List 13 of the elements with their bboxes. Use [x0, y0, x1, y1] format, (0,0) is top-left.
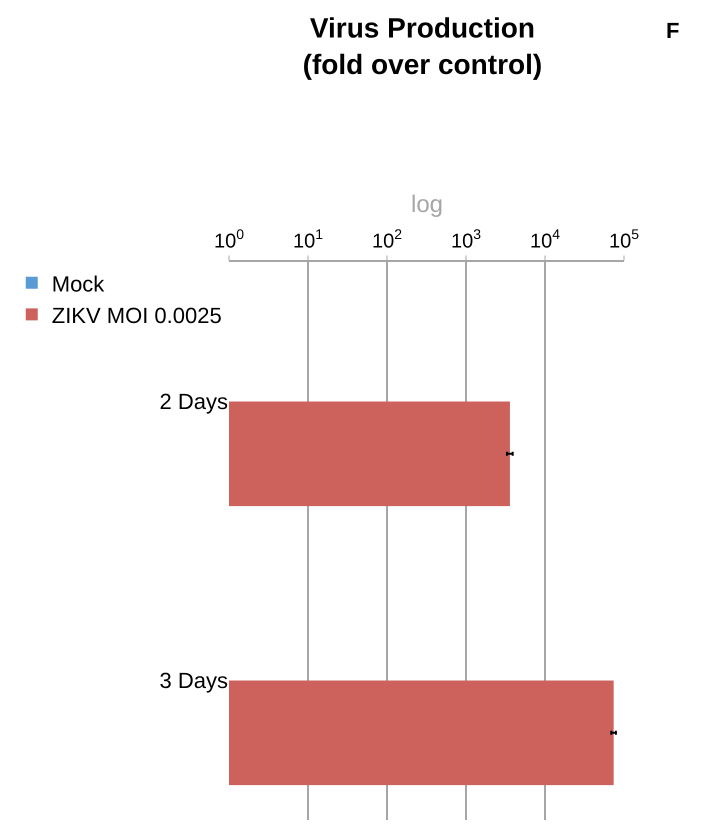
x-tick-label: 10$^{4}$: [530, 226, 560, 252]
text: F: [666, 18, 680, 43]
x-tick-label: 10$^{3}$: [450, 226, 482, 252]
y-tick-label: 2 Days: [160, 389, 228, 414]
legend-label: ZIKV MOI 0.0025: [52, 302, 222, 328]
x-tick-label: 10$^{1}$: [292, 226, 324, 252]
x-tick-label: 10$^{2}$: [372, 226, 402, 252]
x-tick-label: 10$^{5}$: [608, 226, 640, 252]
y-tick-label: 3 Days: [160, 668, 228, 694]
chart-title: Virus Production (fold over control): [302, 12, 542, 80]
chart-subtitle: log: [411, 191, 444, 218]
legend-label: Mock: [52, 271, 106, 296]
x-tick-label: 10$^{0}$: [214, 226, 244, 252]
